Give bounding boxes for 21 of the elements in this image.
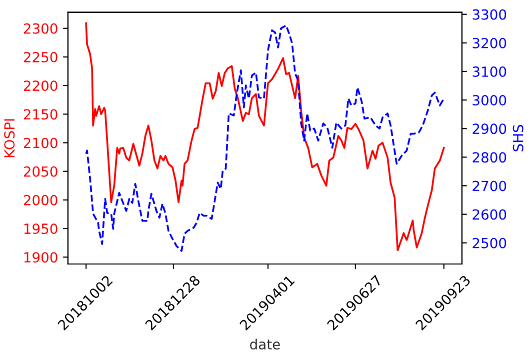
- y-axis-title: KOSPI: [4, 119, 15, 158]
- y-tick-label: 2150: [24, 109, 58, 120]
- y2-tick-label: 2600: [472, 209, 506, 220]
- y2-axis-title: SHS: [512, 124, 524, 152]
- y-tick-label: 2300: [24, 23, 58, 34]
- y2-tick-label: 3200: [472, 38, 506, 48]
- y-tick-label: 2250: [24, 52, 58, 62]
- y2-tick-label: 2700: [472, 180, 506, 192]
- y-tick-label: 2100: [24, 138, 58, 148]
- y2-tick-label: 2500: [472, 238, 506, 248]
- y-tick-label: 1900: [24, 252, 58, 263]
- y2-tick-label: 3300: [472, 9, 506, 20]
- y2-tick-label: 2900: [472, 124, 506, 134]
- y2-tick-label: 2800: [472, 152, 506, 163]
- x-axis-title: date: [250, 338, 280, 350]
- y-tick-label: 2000: [24, 194, 58, 206]
- y-tick-label: 1950: [24, 224, 58, 234]
- y-tick-label: 2050: [24, 166, 58, 177]
- y2-tick-label: 3000: [472, 94, 506, 106]
- y2-tick-label: 3100: [472, 66, 506, 77]
- y-tick-label: 2200: [24, 80, 58, 92]
